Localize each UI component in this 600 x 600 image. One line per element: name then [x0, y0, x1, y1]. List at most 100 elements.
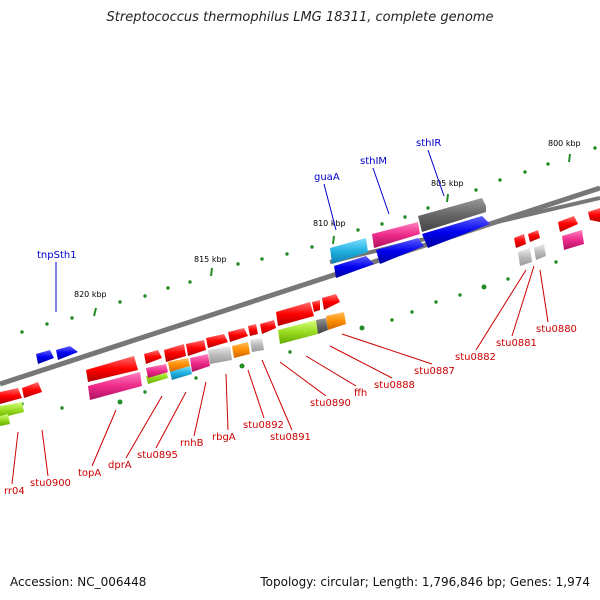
- feature-stu0882-red: [514, 234, 526, 248]
- gene-label-stu0881: stu0881: [496, 338, 537, 349]
- genome-summary-text: Topology: circular; Length: 1,796,846 bp…: [260, 575, 590, 589]
- leader-guaA: [323, 183, 337, 231]
- feature-tnpSth1-b: [56, 346, 78, 360]
- tick-810: [332, 235, 335, 245]
- gene-label-stu0895: stu0895: [137, 450, 178, 461]
- inner-ticks: [20, 260, 558, 410]
- leader-stu0887: [341, 333, 433, 365]
- feature-sthIR-blue: [422, 216, 490, 248]
- inner-label-group: stu0880 stu0881 stu0882 stu0887 stu0888 …: [4, 324, 577, 497]
- gene-label-stu0887: stu0887: [414, 366, 455, 377]
- scale-ticks: [20, 146, 597, 334]
- gene-label-dprA: dprA: [108, 460, 132, 471]
- feature-stu0892-red: [248, 324, 258, 336]
- scale-label-800: 800 kbp: [548, 139, 581, 148]
- feature-right-pink: [562, 230, 584, 250]
- feature-stu0895-orange: [168, 358, 190, 372]
- feature-sthIM-blue: [376, 238, 424, 264]
- feature-rnhB-red: [206, 334, 228, 348]
- gene-label-rnhB: rnhB: [180, 438, 204, 449]
- feature-stu0887-red-b: [312, 300, 320, 312]
- feature-stu0900-red: [22, 382, 42, 398]
- gene-label-stu0882: stu0882: [455, 352, 496, 363]
- leader-stu0895: [155, 391, 187, 449]
- feature-rr04-green-b: [0, 414, 10, 426]
- feature-rnhB-light: [208, 346, 232, 364]
- feature-stu0892-light: [250, 338, 264, 352]
- feature-topA-pink: [88, 372, 142, 400]
- tick-800: [568, 153, 571, 163]
- leader-sthIR: [427, 149, 445, 197]
- feature-sthIM-pink: [372, 222, 420, 248]
- feature-stu0881-red: [528, 230, 540, 242]
- feature-stu0891-red: [260, 320, 276, 334]
- leader-sthIM: [372, 167, 390, 215]
- feature-topA-red: [86, 356, 138, 382]
- tick-820: [93, 307, 97, 317]
- feature-sthIR-gray: [418, 198, 486, 232]
- tick-815: [210, 267, 213, 277]
- gene-label-stu0891: stu0891: [270, 432, 311, 443]
- gene-label-rbgA: rbgA: [212, 432, 236, 443]
- inner-features: [0, 208, 600, 426]
- scale-label-820: 820 kbp: [74, 290, 107, 299]
- feature-topA-red-a: [144, 350, 162, 364]
- leader-stu0882: [475, 269, 527, 351]
- gene-label-guaA: guaA: [314, 172, 340, 183]
- gene-label-stu0892: stu0892: [243, 420, 284, 431]
- gene-label-stu0888: stu0888: [374, 380, 415, 391]
- gene-label-rr04: rr04: [4, 486, 25, 497]
- tick-805: [446, 193, 449, 203]
- leader-rbgA: [225, 373, 229, 431]
- feature-rr04-red-a: [0, 388, 22, 404]
- feature-rbgA-orange: [232, 342, 250, 358]
- feature-guaA-cyan: [330, 238, 368, 264]
- feature-right-red-a: [558, 216, 578, 232]
- leader-stu0891: [261, 359, 293, 431]
- outer-features: [36, 198, 490, 364]
- map-title: Streptococcus thermophilus LMG 18311, co…: [106, 10, 494, 25]
- feature-dprA-pink: [146, 364, 168, 378]
- leader-topA: [91, 409, 117, 467]
- feature-stu0880-gray-b: [534, 244, 546, 260]
- gene-label-sthIR: sthIR: [416, 138, 441, 149]
- leader-stu0881: [511, 265, 535, 337]
- feature-stu0890-green: [278, 320, 318, 344]
- gene-label-topA: topA: [78, 468, 101, 479]
- gene-label-tnpSth1: tnpSth1: [37, 250, 77, 261]
- feature-stu0895-red: [186, 340, 206, 356]
- leader-stu0880: [539, 269, 549, 323]
- leader-ffh: [305, 355, 357, 387]
- gene-label-ffh: ffh: [354, 388, 367, 399]
- gene-label-stu0890: stu0890: [310, 398, 351, 409]
- feature-dprA-red: [164, 344, 186, 362]
- scale-label-810: 810 kbp: [313, 219, 346, 228]
- feature-ffh-red: [276, 302, 314, 326]
- gene-label-stu0900: stu0900: [30, 478, 71, 489]
- feature-stu0887-red: [322, 294, 340, 310]
- leader-stu0900: [41, 429, 49, 477]
- inner-leaders: [11, 265, 549, 485]
- accession-text: Accession: NC_006448: [10, 575, 147, 589]
- feature-rr04-green: [0, 402, 24, 418]
- leader-stu0892: [247, 369, 265, 419]
- gene-label-sthIM: sthIM: [360, 156, 387, 167]
- feature-stu0880-gray: [518, 248, 532, 266]
- feature-rbgA-red: [228, 328, 248, 342]
- scale-label-805: 805 kbp: [431, 179, 464, 188]
- feature-stu0888-orange: [326, 312, 346, 330]
- leader-stu0888: [329, 345, 393, 379]
- leader-dprA: [125, 395, 163, 459]
- leader-rnhB: [193, 381, 207, 437]
- feature-stu0890-gray: [316, 318, 328, 334]
- feature-right-red-b: [588, 208, 600, 222]
- feature-stu0895-cyan: [170, 366, 192, 380]
- outer-label-group: sthIR sthIM guaA tnpSth1: [37, 138, 445, 312]
- leader-rr04: [11, 431, 19, 485]
- feature-stu0895-pink: [190, 354, 210, 372]
- scale-label-815: 815 kbp: [194, 255, 227, 264]
- leader-stu0890: [279, 361, 327, 397]
- feature-guaA-blue: [334, 256, 374, 278]
- gene-label-stu0880: stu0880: [536, 324, 577, 335]
